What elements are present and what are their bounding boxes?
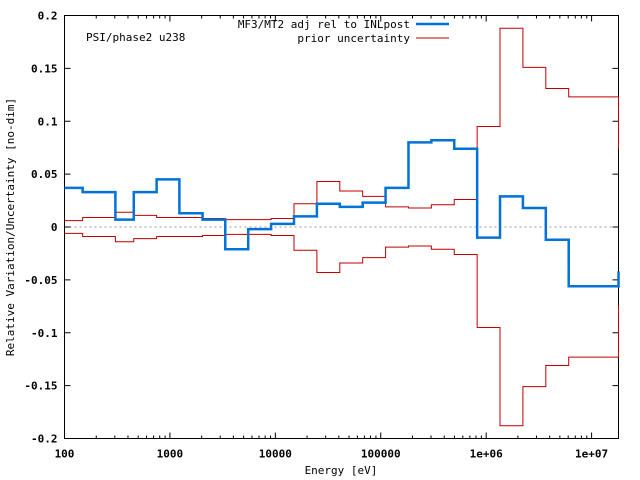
y-tick-label: 0 <box>51 221 58 234</box>
x-tick-label: 100000 <box>361 448 401 461</box>
legend-label-series-1: MF3/MT2 adj rel to INLpost <box>238 18 410 31</box>
y-tick-label: 0.1 <box>38 115 58 128</box>
y-axis-label: Relative Variation/Uncertainty [no-dim] <box>4 98 17 356</box>
legend: MF3/MT2 adj rel to INLpost prior uncerta… <box>238 18 449 45</box>
y-tick-label: 0.15 <box>31 62 58 75</box>
annotation-label: PSI/phase2 u238 <box>86 31 185 44</box>
x-tick-label: 1e+06 <box>470 448 503 461</box>
series-mf3-mt2-adjustment <box>64 139 620 288</box>
y-tick-label: -0.05 <box>24 274 57 287</box>
series-prior-uncertainty-lower <box>64 232 619 427</box>
x-tick-label: 10000 <box>259 448 292 461</box>
y-tick-label: -0.1 <box>31 327 58 340</box>
x-axis-label: Energy [eV] <box>305 464 378 477</box>
y-tick-label: 0.2 <box>38 10 58 23</box>
x-tick-label: 1000 <box>157 448 184 461</box>
y-tick-label: -0.15 <box>24 380 57 393</box>
legend-label-series-2: prior uncertainty <box>297 32 410 45</box>
x-tick-label: 100 <box>55 448 75 461</box>
series-prior-uncertainty-upper <box>64 27 619 222</box>
y-tick-label: 0.05 <box>31 168 58 181</box>
x-tick-label: 1e+07 <box>575 448 608 461</box>
y-tick-label: -0.2 <box>31 433 58 446</box>
